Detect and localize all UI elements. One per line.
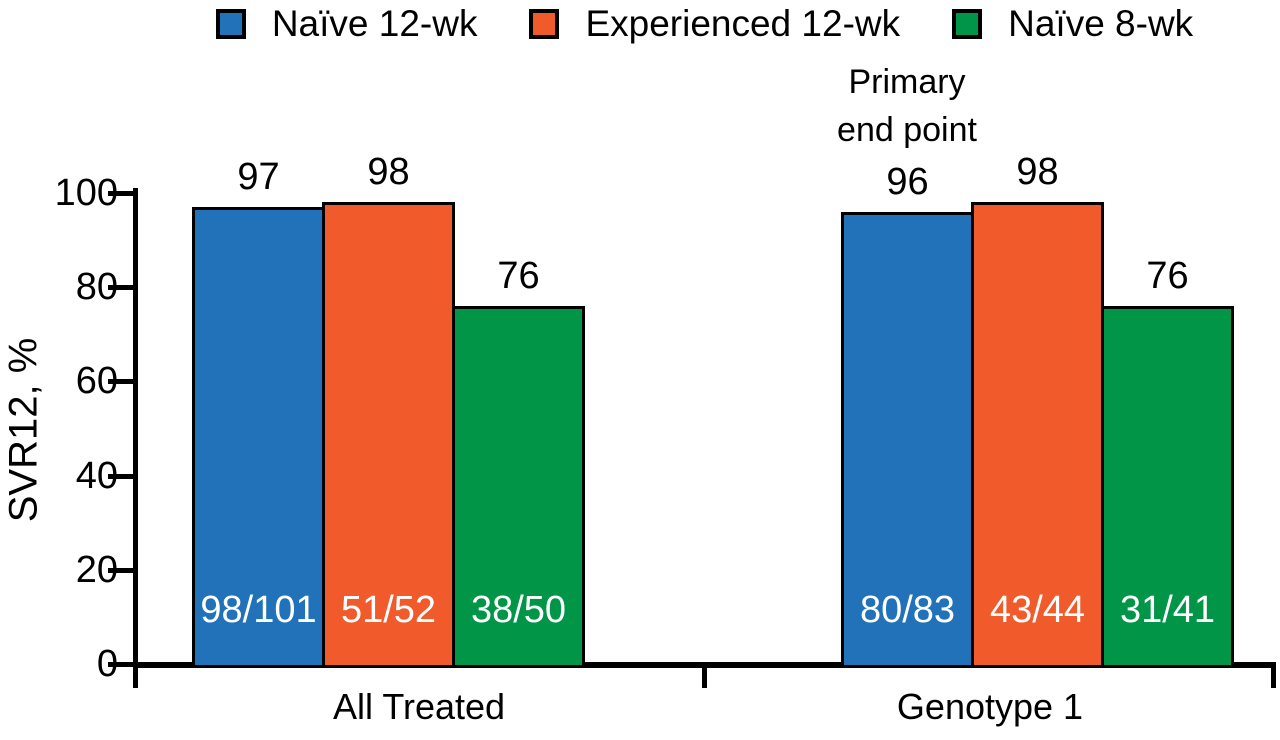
bar-fraction-label-na-ve-12-wk-all-treated: 98/101 bbox=[200, 589, 317, 631]
y-tick-label-20: 20 bbox=[75, 548, 118, 591]
annotation-line-2: end point bbox=[837, 111, 977, 149]
bar-na-ve-8-wk-genotype-1 bbox=[1101, 306, 1234, 668]
bar-fraction-label-na-ve-12-wk-genotype-1: 80/83 bbox=[859, 589, 956, 631]
y-tick-0 bbox=[108, 662, 135, 667]
legend-label: Naïve 12-wk bbox=[271, 3, 478, 44]
bar-value-label-experienced-12-wk-all-treated: 98 bbox=[367, 151, 410, 194]
category-label-all-treated: All Treated bbox=[332, 686, 506, 727]
bar-value-label-na-ve-12-wk-genotype-1: 96 bbox=[886, 160, 929, 203]
y-tick-label-100: 100 bbox=[54, 172, 118, 214]
y-tick-40 bbox=[108, 473, 135, 479]
bar-value-label-na-ve-8-wk-genotype-1: 76 bbox=[1146, 255, 1189, 298]
bar-fraction-label-na-ve-8-wk-genotype-1: 31/41 bbox=[1119, 589, 1216, 631]
y-tick-80 bbox=[108, 285, 135, 291]
legend-label: Experienced 12-wk bbox=[585, 3, 901, 44]
bar-value-label-na-ve-12-wk-all-treated: 97 bbox=[237, 156, 280, 199]
bar-fraction-label-experienced-12-wk-genotype-1: 43/44 bbox=[989, 589, 1086, 631]
legend-swatch-na-ve-12-wk-icon bbox=[215, 9, 246, 39]
bar-fraction-label-na-ve-8-wk-all-treated: 38/50 bbox=[470, 589, 567, 631]
y-tick-20 bbox=[108, 567, 135, 573]
y-tick-label-0: 0 bbox=[96, 643, 118, 685]
bar-experienced-12-wk-genotype-1 bbox=[971, 202, 1104, 668]
bar-value-label-experienced-12-wk-genotype-1: 98 bbox=[1016, 151, 1059, 194]
y-axis-line bbox=[133, 188, 138, 688]
y-tick-label-80: 80 bbox=[75, 266, 118, 309]
category-label-genotype-1: Genotype 1 bbox=[896, 686, 1084, 727]
legend-swatch-experienced-12-wk-icon bbox=[529, 9, 560, 39]
primary-endpoint-annotation: Primary end point bbox=[757, 58, 1057, 154]
y-tick-label-60: 60 bbox=[75, 360, 118, 403]
legend-item-na-ve-8-wk: Naïve 8-wk bbox=[952, 4, 1193, 44]
chart-legend: Naïve 12-wk Experienced 12-wk Naïve 8-wk bbox=[133, 2, 1276, 46]
y-tick-60 bbox=[108, 379, 135, 385]
annotation-line-1: Primary bbox=[848, 63, 966, 101]
bar-fraction-label-experienced-12-wk-all-treated: 51/52 bbox=[340, 589, 437, 631]
x-axis-tick-1 bbox=[1271, 662, 1276, 688]
bar-na-ve-12-wk-genotype-1 bbox=[841, 211, 974, 668]
x-axis-tick-0 bbox=[702, 662, 707, 688]
legend-swatch-na-ve-8-wk-icon bbox=[952, 9, 983, 39]
y-tick-100 bbox=[108, 191, 135, 196]
bar-na-ve-8-wk-all-treated bbox=[452, 306, 585, 668]
legend-item-experienced-12-wk: Experienced 12-wk bbox=[529, 4, 900, 44]
legend-item-na-ve-12-wk: Naïve 12-wk bbox=[215, 3, 478, 44]
y-tick-label-40: 40 bbox=[75, 454, 118, 497]
legend-label: Naïve 8-wk bbox=[1008, 3, 1194, 44]
bar-value-label-na-ve-8-wk-all-treated: 76 bbox=[497, 255, 540, 298]
